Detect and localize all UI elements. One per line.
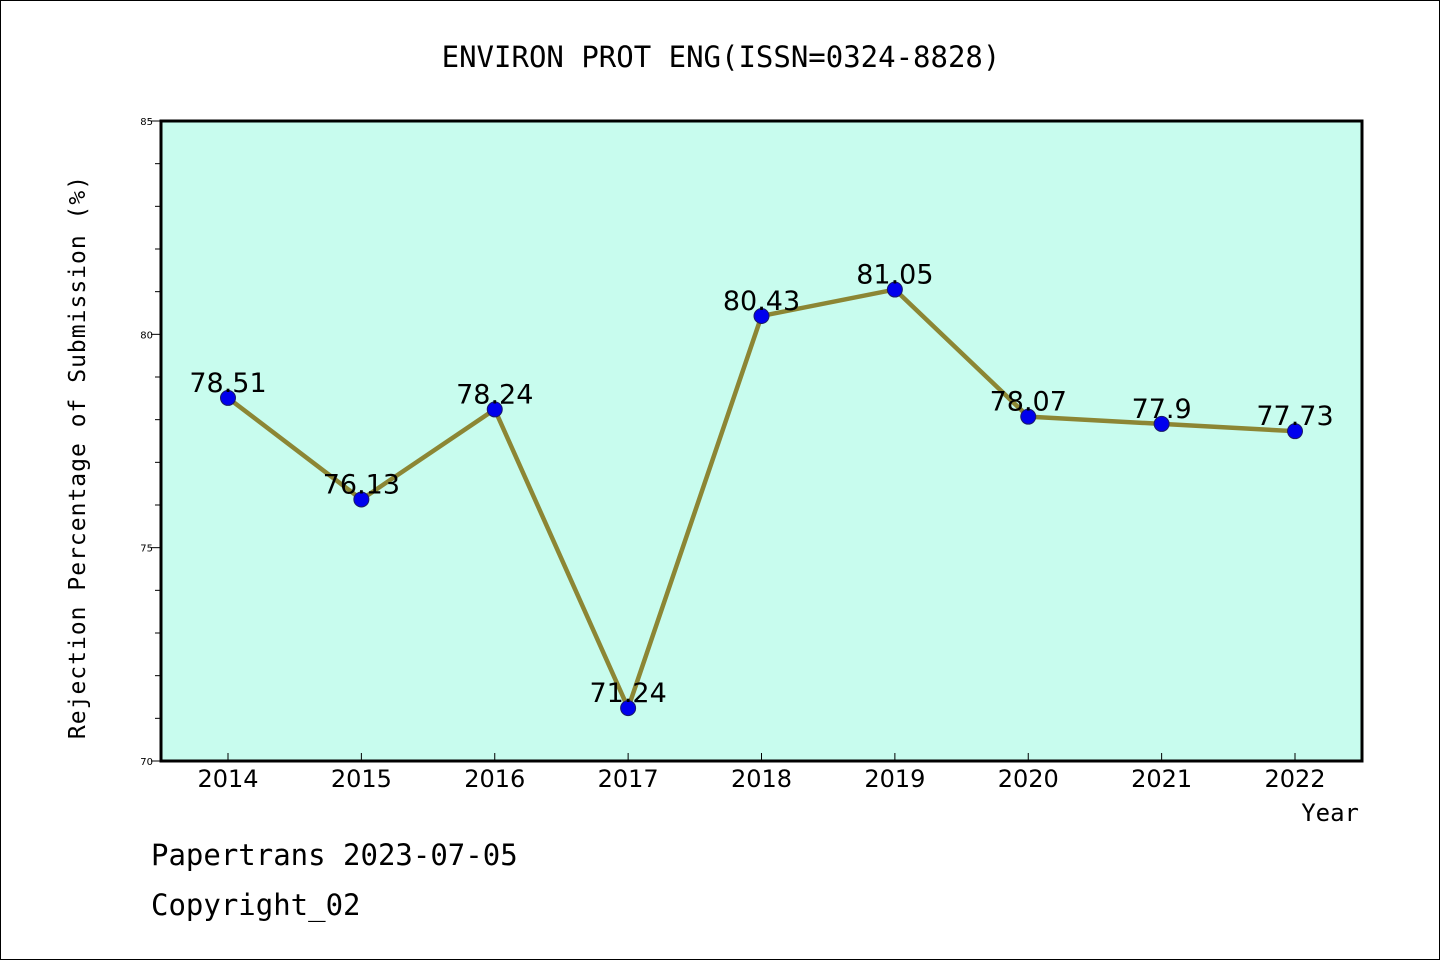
y-axis-minor-ticks	[155, 163, 161, 719]
y-tick-label: 80	[140, 330, 153, 341]
data-point	[620, 700, 637, 717]
x-tick-label: 2014	[197, 765, 258, 793]
x-tick-label: 2022	[1264, 765, 1325, 793]
data-label: 77.73	[1256, 401, 1333, 432]
footer-copyright: Copyright_02	[151, 888, 361, 923]
data-label: 78.07	[990, 387, 1067, 418]
x-tick-label: 2021	[1131, 765, 1192, 793]
data-point	[1287, 423, 1303, 440]
data-label: 71.24	[589, 678, 666, 709]
data-label: 78.24	[456, 379, 533, 410]
y-axis: 70 75 80 85	[140, 117, 161, 768]
x-tick-label: 2016	[464, 765, 525, 793]
x-axis-label: Year	[1301, 799, 1359, 827]
y-tick-label: 70	[140, 757, 153, 768]
data-point	[220, 389, 236, 406]
x-tick-label: 2018	[731, 765, 792, 793]
x-tick-label: 2015	[331, 765, 392, 793]
plot-area	[159, 119, 1364, 763]
data-point	[486, 401, 503, 418]
data-label: 78.51	[189, 368, 266, 399]
x-tick-label: 2019	[864, 765, 925, 793]
chart-title: ENVIRON PROT ENG(ISSN=0324-8828)	[442, 40, 1001, 74]
data-label: 77.9	[1132, 394, 1192, 425]
y-tick-label: 75	[140, 544, 153, 555]
data-label: 80.43	[723, 286, 800, 317]
footer-credit: Papertrans 2023-07-05	[151, 838, 518, 872]
data-label: 81.05	[856, 260, 933, 291]
y-tick-label: 85	[140, 117, 153, 128]
data-point	[353, 491, 370, 508]
x-tick-label: 2017	[598, 765, 659, 793]
x-axis: 2014 2015 2016 2017 2018 2019 2020 2021 2022	[197, 753, 1326, 793]
data-point	[753, 307, 770, 324]
data-point	[1153, 415, 1170, 432]
data-point	[886, 281, 903, 298]
data-point	[1020, 408, 1037, 425]
y-axis-label: Rejection Percentage of Submission (%)	[65, 175, 91, 739]
data-label: 76.13	[323, 469, 400, 500]
series-group: 78.51 76.13 78.24 71.24 80.43 81.05 78.07 77.9 7…	[189, 260, 1334, 717]
x-tick-label: 2020	[998, 765, 1059, 793]
